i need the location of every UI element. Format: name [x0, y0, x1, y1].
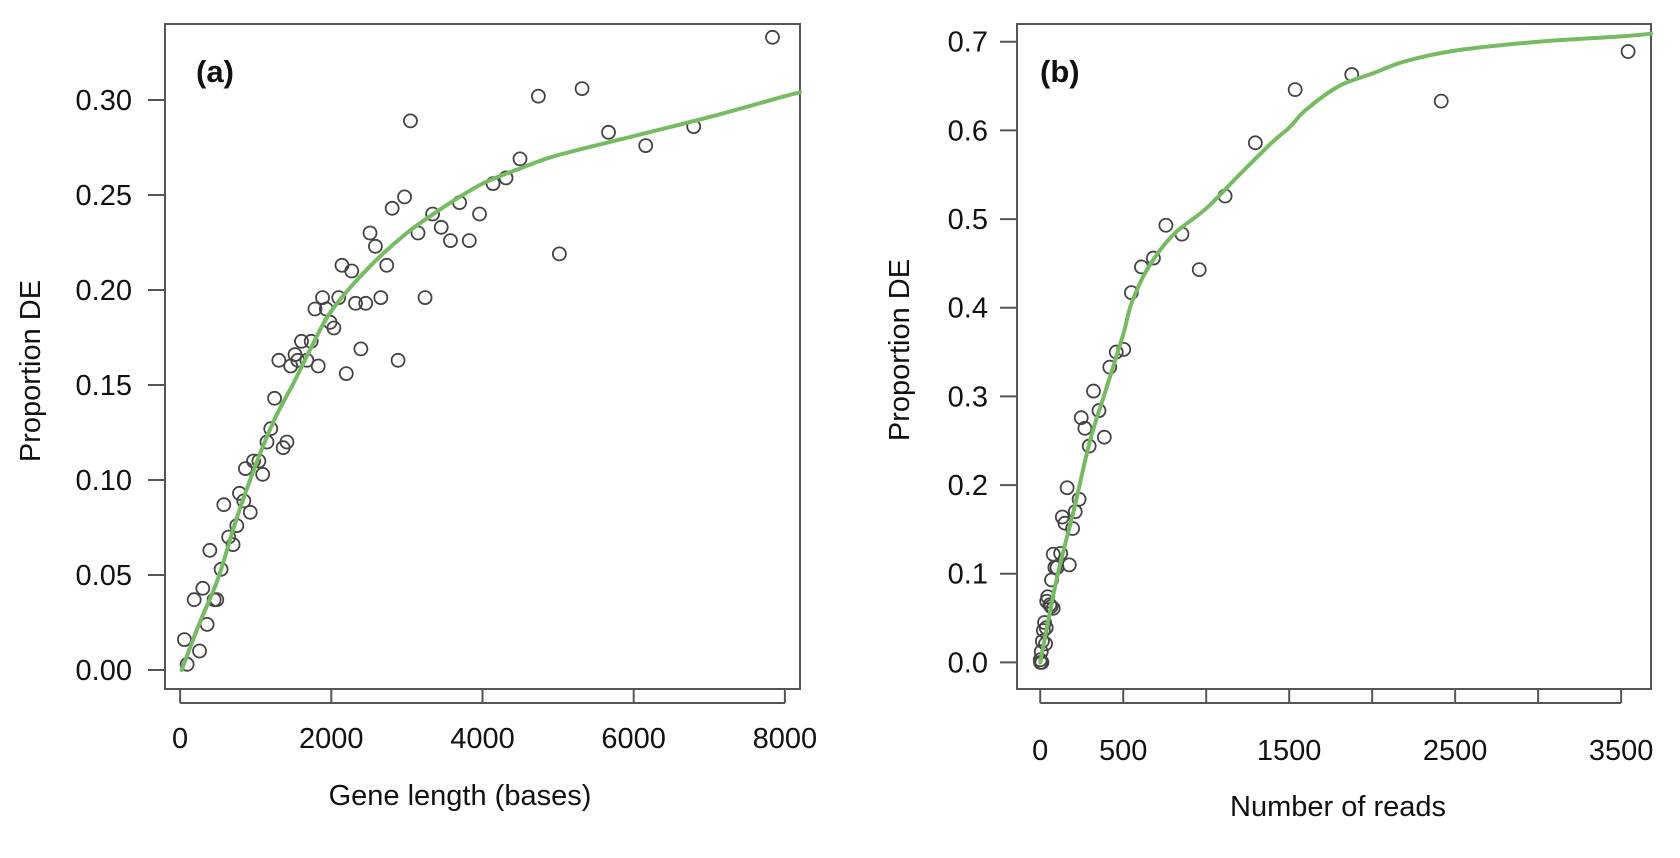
data-point: [238, 461, 253, 477]
x-tick-label: 0: [172, 723, 188, 755]
data-point: [1247, 135, 1263, 151]
data-point: [1073, 410, 1089, 426]
data-point: [225, 537, 241, 552]
y-tick-label: 0.5: [948, 204, 988, 236]
data-point: [255, 466, 271, 482]
y-tick-label: 0.2: [948, 470, 988, 502]
data-point: [1059, 480, 1075, 496]
data-point: [373, 290, 389, 306]
x-tick-label: 500: [1099, 735, 1147, 767]
data-point: [216, 497, 232, 513]
data-point: [551, 246, 567, 262]
data-point: [177, 632, 192, 647]
data-point: [1620, 44, 1636, 59]
data-point: [348, 295, 363, 311]
fit-curve: [179, 90, 802, 672]
panel-label: (b): [1040, 54, 1080, 89]
y-axis-label: Proportion DE: [15, 280, 47, 462]
data-point: [192, 643, 207, 659]
data-point: [397, 189, 412, 205]
x-axis-label: Number of reads: [1230, 791, 1446, 823]
data-point: [1077, 420, 1093, 436]
data-point: [344, 263, 360, 279]
x-tick-label: 1500: [1257, 735, 1322, 767]
data-point: [310, 358, 326, 374]
data-point: [294, 333, 309, 349]
y-tick-label: 0.4: [948, 293, 988, 325]
y-tick-label: 0.10: [76, 465, 132, 497]
data-point: [307, 301, 323, 317]
x-tick-label: 0: [1032, 735, 1048, 767]
data-point: [425, 206, 441, 222]
data-point: [403, 113, 418, 129]
y-tick-label: 0.0: [948, 647, 988, 679]
panel-label: (a): [196, 54, 234, 89]
x-tick-label: 3500: [1589, 735, 1654, 767]
data-point: [472, 206, 487, 222]
data-point: [512, 151, 528, 167]
data-point: [326, 320, 342, 336]
data-point: [202, 542, 218, 558]
data-point: [461, 233, 477, 249]
data-point: [186, 592, 202, 608]
data-point: [271, 352, 287, 368]
y-tick-label: 0.30: [76, 85, 132, 117]
data-point: [279, 434, 295, 450]
data-point: [338, 366, 354, 382]
data-point: [367, 238, 383, 254]
data-point: [353, 341, 369, 357]
y-tick-label: 0.05: [76, 560, 132, 592]
data-point: [1096, 429, 1112, 445]
x-tick-label: 4000: [450, 723, 515, 755]
data-point: [1191, 262, 1207, 278]
y-tick-label: 0.25: [76, 180, 132, 212]
data-point: [358, 295, 374, 311]
data-point: [1433, 93, 1449, 109]
x-tick-label: 6000: [601, 723, 666, 755]
data-point: [362, 225, 378, 241]
x-tick-label: 2500: [1423, 735, 1488, 767]
y-tick-label: 0.15: [76, 370, 132, 402]
plot-frame: [164, 23, 801, 690]
x-axis-label: Gene length (bases): [329, 780, 592, 812]
data-point: [1061, 557, 1077, 573]
data-point: [1287, 82, 1303, 98]
x-tick-label: 2000: [299, 723, 364, 755]
data-point: [195, 580, 211, 596]
data-point: [433, 219, 449, 235]
y-tick-label: 0.3: [948, 381, 988, 413]
data-point: [1146, 250, 1161, 266]
y-tick-label: 0.00: [76, 655, 132, 687]
data-point: [765, 29, 780, 45]
data-point: [267, 390, 282, 406]
data-point: [334, 257, 350, 273]
data-point: [417, 290, 433, 306]
data-point: [601, 124, 616, 140]
y-tick-label: 0.6: [948, 115, 988, 147]
y-tick-label: 0.20: [76, 275, 132, 307]
panel-a: 0 2000 4000 6000 8000 0.00 0.05 0.10 0.15 0.20 0.2…: [15, 23, 818, 812]
data-point: [242, 504, 258, 520]
data-point: [638, 138, 654, 154]
data-point: [384, 200, 400, 216]
data-point: [390, 352, 406, 368]
y-tick-label: 0.1: [948, 559, 988, 591]
y-tick-label: 0.7: [948, 27, 988, 59]
data-point: [379, 257, 395, 273]
data-point: [1045, 546, 1061, 562]
data-point: [574, 81, 590, 96]
panel-b: 0 500 1500 2500 3500 0.0 0.1 0.2 0.3 0.4 0.5 0.6 0.7…: [884, 23, 1654, 823]
data-point: [1158, 217, 1174, 233]
data-point: [530, 88, 546, 104]
plot-frame: [1016, 23, 1652, 690]
x-tick-label: 8000: [753, 723, 818, 755]
y-axis-label: Proportion DE: [884, 259, 916, 441]
data-point: [443, 233, 458, 249]
data-point: [263, 421, 279, 437]
data-point: [1086, 383, 1101, 399]
fit-curve: [1038, 31, 1653, 665]
